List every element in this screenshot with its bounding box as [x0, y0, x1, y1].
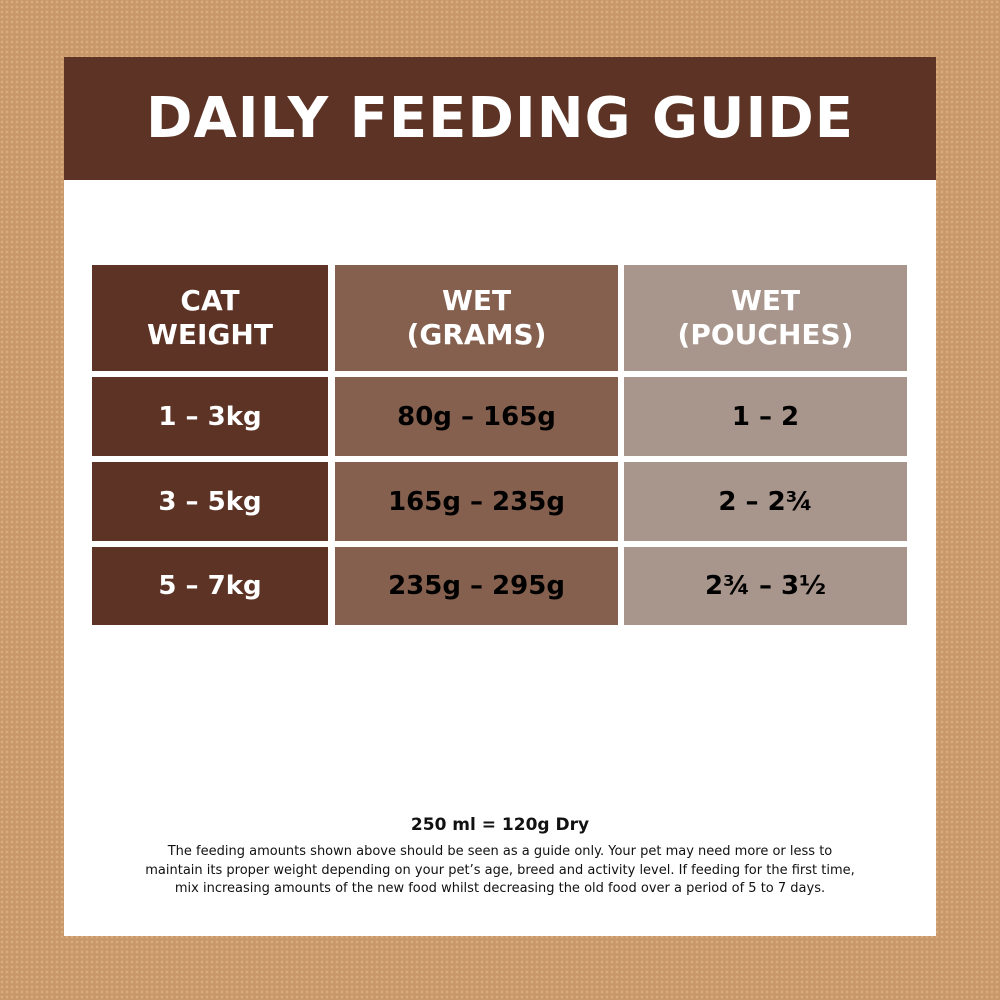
- table-cell: 1 – 3kg: [92, 377, 328, 456]
- header-cell: CAT WEIGHT: [92, 265, 328, 371]
- cell-text: 3 – 5kg: [158, 486, 262, 517]
- table-cell: 1 – 2: [624, 377, 907, 456]
- cell-text: 2 – 2¾: [718, 486, 813, 517]
- note-line: The feeding amounts shown above should b…: [167, 844, 833, 859]
- note: The feeding amounts shown above should b…: [64, 843, 936, 899]
- header-text: WET: [730, 284, 801, 317]
- title-band: DAILY FEEDING GUIDE: [64, 57, 936, 180]
- cell-text: 80g – 165g: [397, 401, 556, 432]
- table-cell: 3 – 5kg: [92, 462, 328, 541]
- header-text: (POUCHES): [677, 318, 854, 351]
- note-line: mix increasing amounts of the new food w…: [174, 881, 826, 896]
- header-text: CAT: [180, 284, 240, 317]
- cell-text: 235g – 295g: [388, 571, 565, 601]
- table-cell: 2 – 2¾: [624, 462, 907, 541]
- header-cell: WET (POUCHES): [624, 265, 907, 371]
- cell-text: 1 – 3kg: [158, 401, 262, 432]
- cell-text: 1 – 2: [731, 401, 800, 432]
- conversion: 250 ml = 120g Dry: [410, 815, 590, 835]
- header-text: (GRAMS): [406, 318, 547, 351]
- table-cell: 165g – 235g: [335, 462, 618, 541]
- table-cell: 235g – 295g: [335, 547, 618, 625]
- panel: DAILY FEEDING GUIDE CAT WEIGHT WET (GRAMS) W…: [64, 57, 936, 936]
- cell-text: 165g – 235g: [388, 486, 565, 517]
- cell-text: 5 – 7kg: [158, 571, 262, 601]
- table-cell: 80g – 165g: [335, 377, 618, 456]
- table-cell: 2¾ – 3½: [624, 547, 907, 625]
- note-line: maintain its proper weight depending on …: [145, 862, 855, 878]
- header-text: WEIGHT: [147, 318, 273, 351]
- cell-text: 2¾ – 3½: [704, 571, 827, 601]
- header-text: WET: [441, 284, 512, 317]
- table-cell: 5 – 7kg: [92, 547, 328, 625]
- header-cell: WET (GRAMS): [335, 265, 618, 371]
- title: DAILY FEEDING GUIDE: [145, 86, 855, 151]
